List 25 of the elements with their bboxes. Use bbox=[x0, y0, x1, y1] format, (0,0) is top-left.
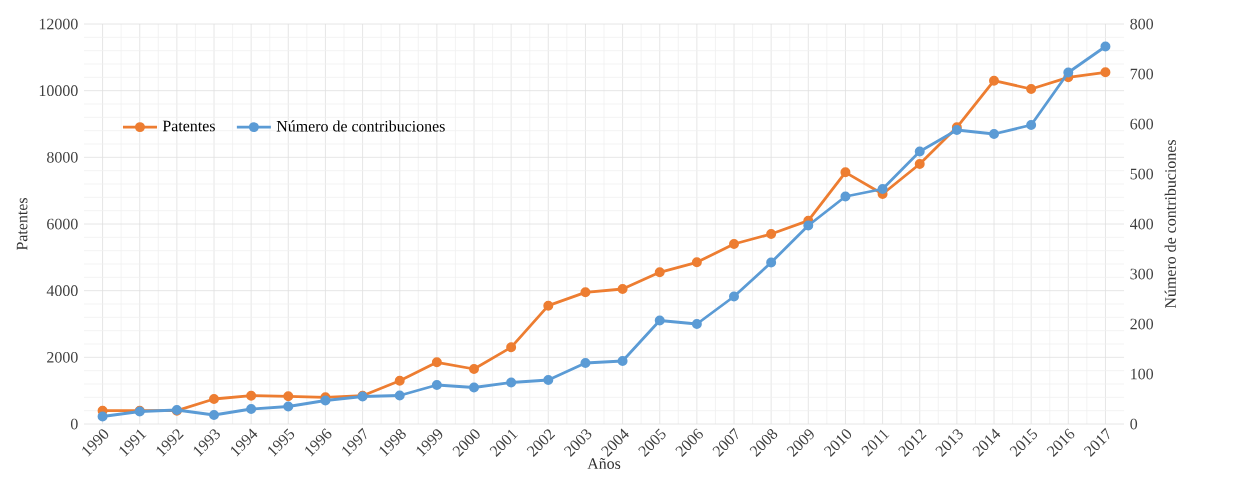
x-tick-label: 1994 bbox=[230, 428, 258, 457]
y2-tick-label: 300 bbox=[1130, 268, 1154, 280]
y-tick-label: 6000 bbox=[47, 218, 78, 230]
x-axis-title: Años bbox=[587, 458, 621, 469]
y2-tick-label: 700 bbox=[1130, 68, 1154, 80]
legend-label: Número de contribuciones bbox=[276, 120, 445, 132]
y2-axis-title: Número de contribuciones bbox=[1164, 140, 1176, 309]
y2-tick-label: 500 bbox=[1130, 168, 1154, 180]
y-tick-label: 0 bbox=[70, 418, 78, 430]
y-axis-title: Patentes bbox=[16, 198, 28, 251]
y-tick-label: 4000 bbox=[46, 285, 78, 297]
y2-tick-label: 800 bbox=[1130, 18, 1154, 30]
x-tick-label: 2011 bbox=[861, 429, 890, 457]
y2-tick-label: 400 bbox=[1130, 218, 1154, 230]
y-tick-label: 2000 bbox=[47, 351, 78, 363]
y-tick-label: 12000 bbox=[39, 18, 78, 30]
y2-tick-label: 600 bbox=[1130, 118, 1154, 130]
legend-label: Patentes bbox=[162, 120, 215, 132]
x-tick-label: 2001 bbox=[489, 429, 518, 457]
y2-tick-label: 100 bbox=[1131, 368, 1154, 380]
y-tick-label: 10000 bbox=[39, 85, 78, 97]
y2-tick-label: 0 bbox=[1130, 418, 1138, 430]
y2-tick-label: 200 bbox=[1130, 318, 1154, 330]
x-tick-label: 1993 bbox=[193, 429, 220, 457]
y-tick-label: 8000 bbox=[47, 151, 78, 163]
